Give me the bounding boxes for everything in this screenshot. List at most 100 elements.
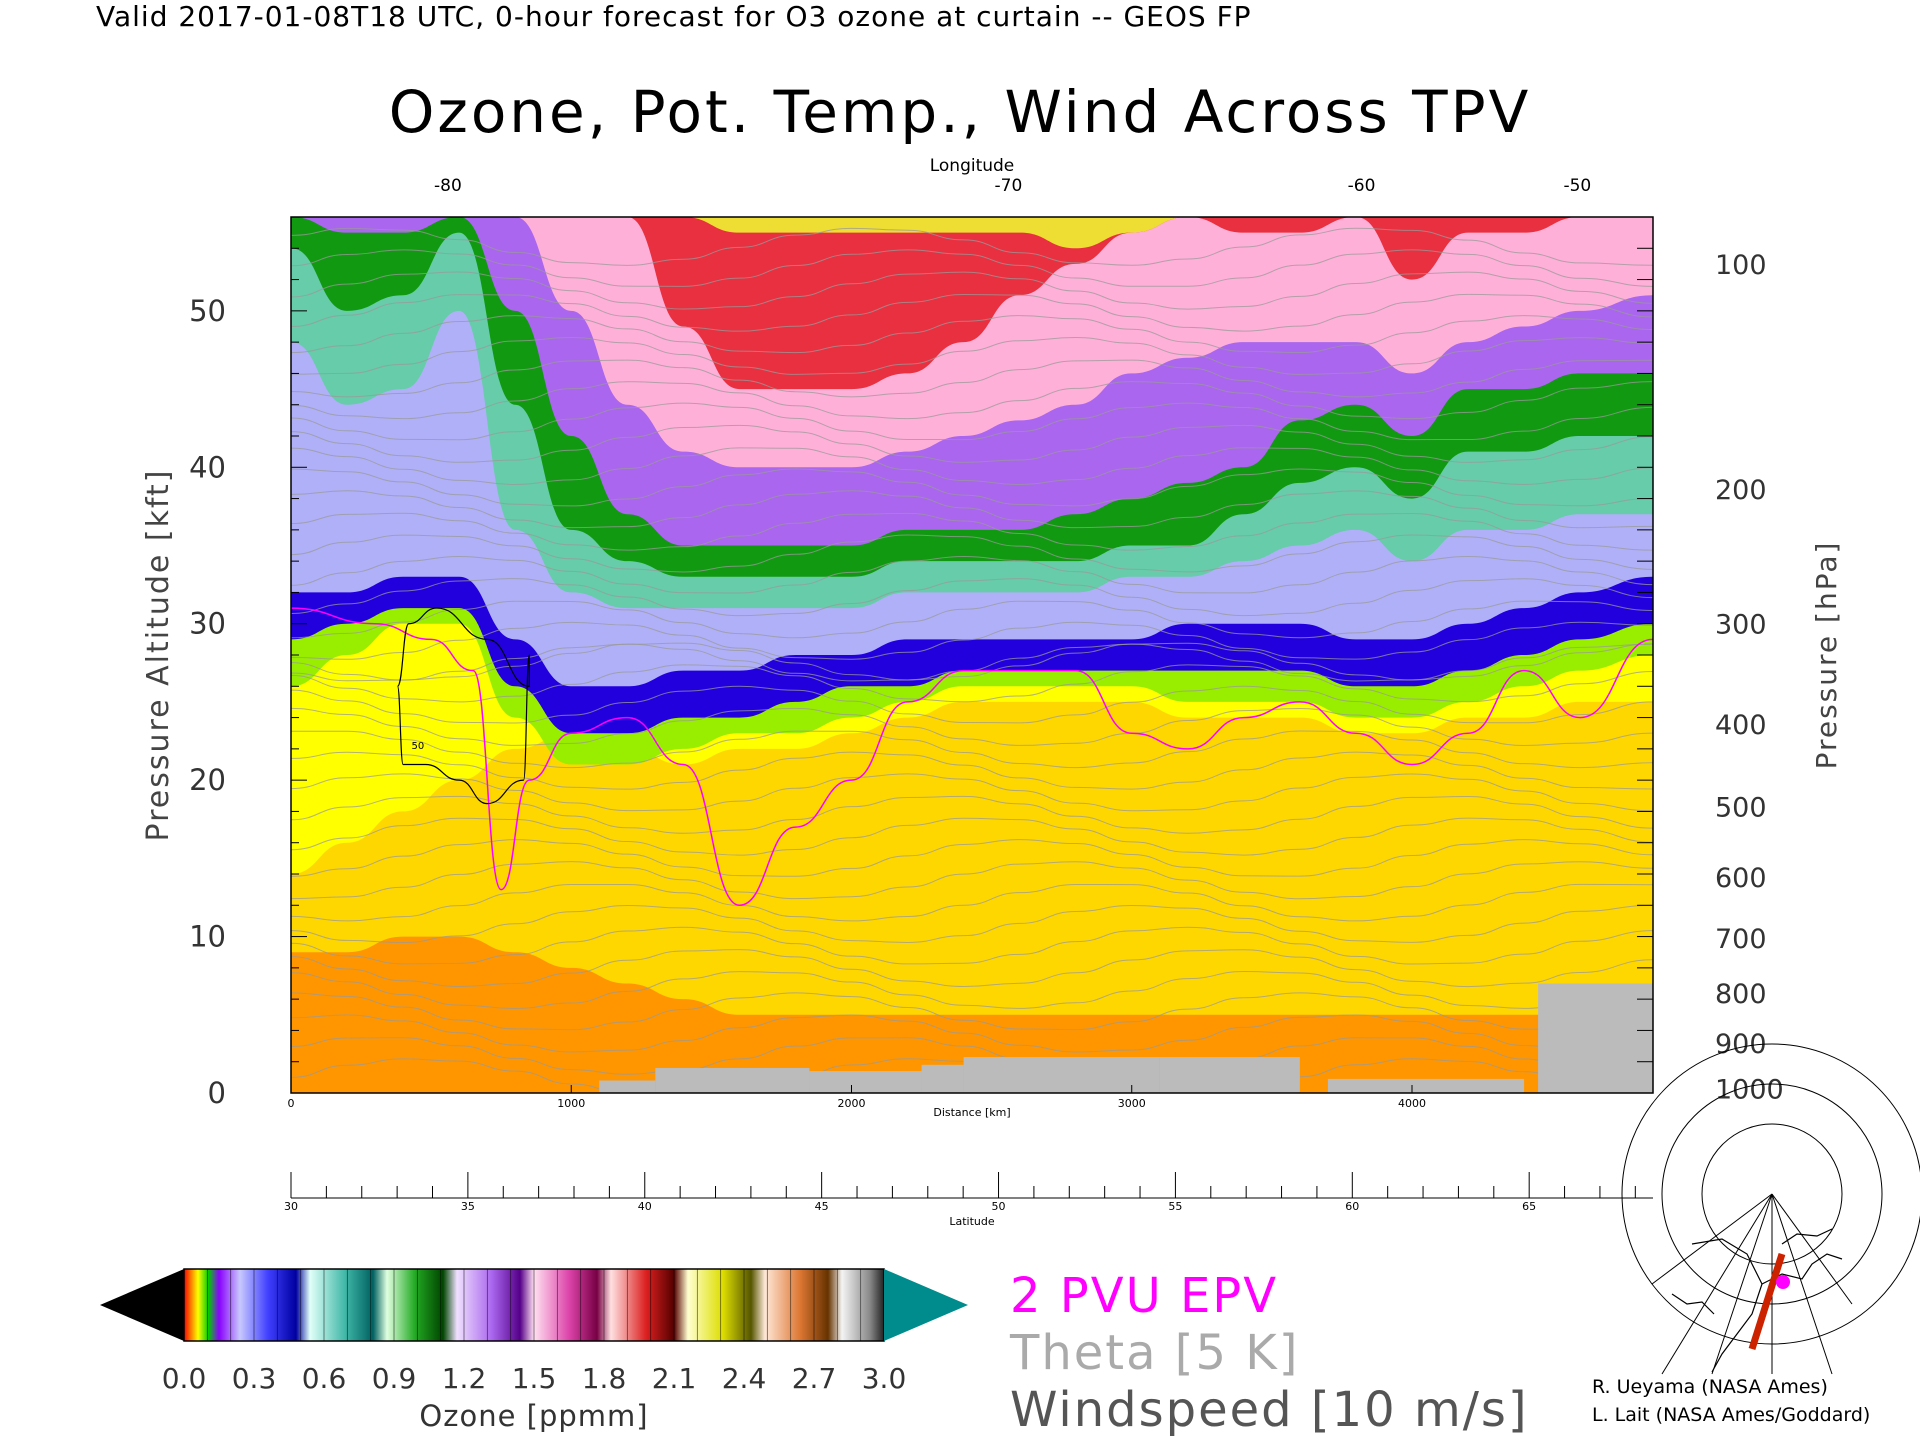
latitude-tick-label: 40 xyxy=(638,1200,652,1213)
theta-line-28 xyxy=(291,468,1653,507)
theta-line-14 xyxy=(291,751,1653,790)
wind-contour: 50 xyxy=(396,607,530,805)
theta-line-35 xyxy=(291,315,1653,354)
top-tick-label: -70 xyxy=(995,176,1023,196)
bottom-tick-label: 2000 xyxy=(837,1097,865,1110)
terrain-mask xyxy=(599,983,1653,1093)
ozone-layers xyxy=(291,217,1653,1093)
theta-line-17 xyxy=(291,685,1653,724)
header-text: Valid 2017-01-08T18 UTC, 0-hour forecast… xyxy=(96,0,1252,33)
colorbar-tick-label: 2.7 xyxy=(792,1362,837,1395)
theta-line-30 xyxy=(291,424,1653,463)
theta-line-6 xyxy=(291,926,1653,965)
theta-line-5 xyxy=(291,949,1653,988)
theta-line-11 xyxy=(291,817,1653,856)
x-axis-label: Distance [km] xyxy=(933,1106,1010,1119)
theta-line-23 xyxy=(291,578,1653,617)
theta-line-9 xyxy=(291,861,1653,900)
top-tick-label: -50 xyxy=(1563,176,1591,196)
right-tick-label: 600 xyxy=(1715,863,1767,894)
colorbar-ticks: 0.0 0.3 0.6 0.9 1.2 1.5 1.8 2.1 2.4 2.7 3.0 xyxy=(162,1269,906,1395)
terrain-block-2 xyxy=(809,1071,922,1093)
theta-line-2 xyxy=(291,1014,1653,1053)
right-tick-label: 1000 xyxy=(1715,1074,1784,1105)
theta-contours xyxy=(291,227,1653,1093)
theta-line-24 xyxy=(291,555,1653,594)
page-title: Ozone, Pot. Temp., Wind Across TPV xyxy=(388,78,1532,146)
legend-wind: Windspeed [10 m/s] xyxy=(1010,1382,1529,1438)
theta-line-29 xyxy=(291,447,1653,485)
right-tick-label: 400 xyxy=(1715,710,1767,741)
right-tick-label: 700 xyxy=(1715,924,1767,955)
credit-line-2: L. Lait (NASA Ames/Goddard) xyxy=(1592,1404,1871,1426)
theta-line-12 xyxy=(291,795,1653,834)
ozone-layer-10 xyxy=(291,217,1653,390)
bottom-tick-label: 0 xyxy=(288,1097,295,1110)
theta-line-37 xyxy=(291,271,1653,310)
theta-line-36 xyxy=(291,293,1653,332)
curtain-track xyxy=(1748,1252,1786,1351)
bottom-tick-label: 3000 xyxy=(1118,1097,1146,1110)
terrain-block-5 xyxy=(1159,1057,1300,1093)
theta-line-16 xyxy=(291,707,1653,746)
left-tick-label: 50 xyxy=(189,294,226,328)
theta-line-33 xyxy=(291,359,1653,398)
theta-line-25 xyxy=(291,534,1653,573)
latitude-tick-label: 35 xyxy=(461,1200,475,1213)
theta-line-18 xyxy=(291,664,1653,703)
colorbar-tick-label: 0.0 xyxy=(162,1362,207,1395)
colorbar-tick-label: 2.1 xyxy=(652,1362,697,1395)
latitude-axis-label: Latitude xyxy=(949,1215,995,1228)
map-inset xyxy=(1621,1043,1920,1375)
y-axis-label-left: Pressure Altitude [kft] xyxy=(141,469,176,842)
right-tick-label: 500 xyxy=(1715,793,1767,824)
theta-line-3 xyxy=(291,992,1653,1031)
latitude-tick-label: 55 xyxy=(1168,1200,1182,1213)
theta-line-13 xyxy=(291,773,1653,812)
ozone-layer-9 xyxy=(291,217,1653,468)
polar-map-icon xyxy=(1621,1043,1920,1375)
colorbar-label: Ozone [ppmm] xyxy=(419,1399,648,1433)
top-axis-label: Longitude xyxy=(930,156,1015,176)
pv-contour xyxy=(291,607,1653,907)
latitude-axis: 30 35 40 45 50 55 60 65 xyxy=(284,1172,1653,1213)
theta-line-21 xyxy=(291,621,1653,660)
colorbar-tick-label: 1.2 xyxy=(442,1362,487,1395)
windspeed-loop xyxy=(396,607,530,805)
right-tick-label: 800 xyxy=(1715,979,1767,1010)
theta-line-7 xyxy=(291,904,1653,943)
colorbar-low-triangle xyxy=(100,1269,184,1341)
theta-line-39 xyxy=(291,227,1653,266)
terrain-block-6 xyxy=(1327,1078,1525,1093)
terrain-block-1 xyxy=(655,1067,810,1093)
theta-line-1 xyxy=(291,1037,1653,1075)
terrain-block-7 xyxy=(1538,983,1653,1093)
latitude-tick-label: 60 xyxy=(1345,1200,1359,1213)
right-tick-label: 100 xyxy=(1715,250,1767,281)
left-tick-label: 30 xyxy=(189,607,226,641)
terrain-block-3 xyxy=(921,1064,964,1093)
theta-line-8 xyxy=(291,883,1653,922)
legend-epv: 2 PVU EPV xyxy=(1010,1268,1279,1324)
theta-line-32 xyxy=(291,381,1653,420)
credit-line-1: R. Ueyama (NASA Ames) xyxy=(1592,1376,1828,1398)
theta-line-4 xyxy=(291,971,1653,1009)
latitude-tick-label: 50 xyxy=(992,1200,1006,1213)
bottom-tick-label: 1000 xyxy=(557,1097,585,1110)
right-tick-label: 200 xyxy=(1715,475,1767,506)
terrain-block-0 xyxy=(599,1080,656,1093)
theta-line-34 xyxy=(291,337,1653,375)
colorbar-high-triangle xyxy=(884,1269,968,1341)
left-tick-label: 20 xyxy=(189,763,226,797)
theta-line-26 xyxy=(291,512,1653,551)
colorbar-tick-label: 2.4 xyxy=(722,1362,767,1395)
theta-line-38 xyxy=(291,249,1653,287)
latitude-tick-label: 30 xyxy=(284,1200,298,1213)
y-axis-label-right: Pressure [hPa] xyxy=(1810,541,1843,770)
top-tick-label: -80 xyxy=(434,176,462,196)
top-axis-ticks: -80 -70 -60 -50 xyxy=(434,176,1591,196)
legend-theta: Theta [5 K] xyxy=(1010,1325,1300,1381)
top-tick-label: -60 xyxy=(1348,176,1376,196)
